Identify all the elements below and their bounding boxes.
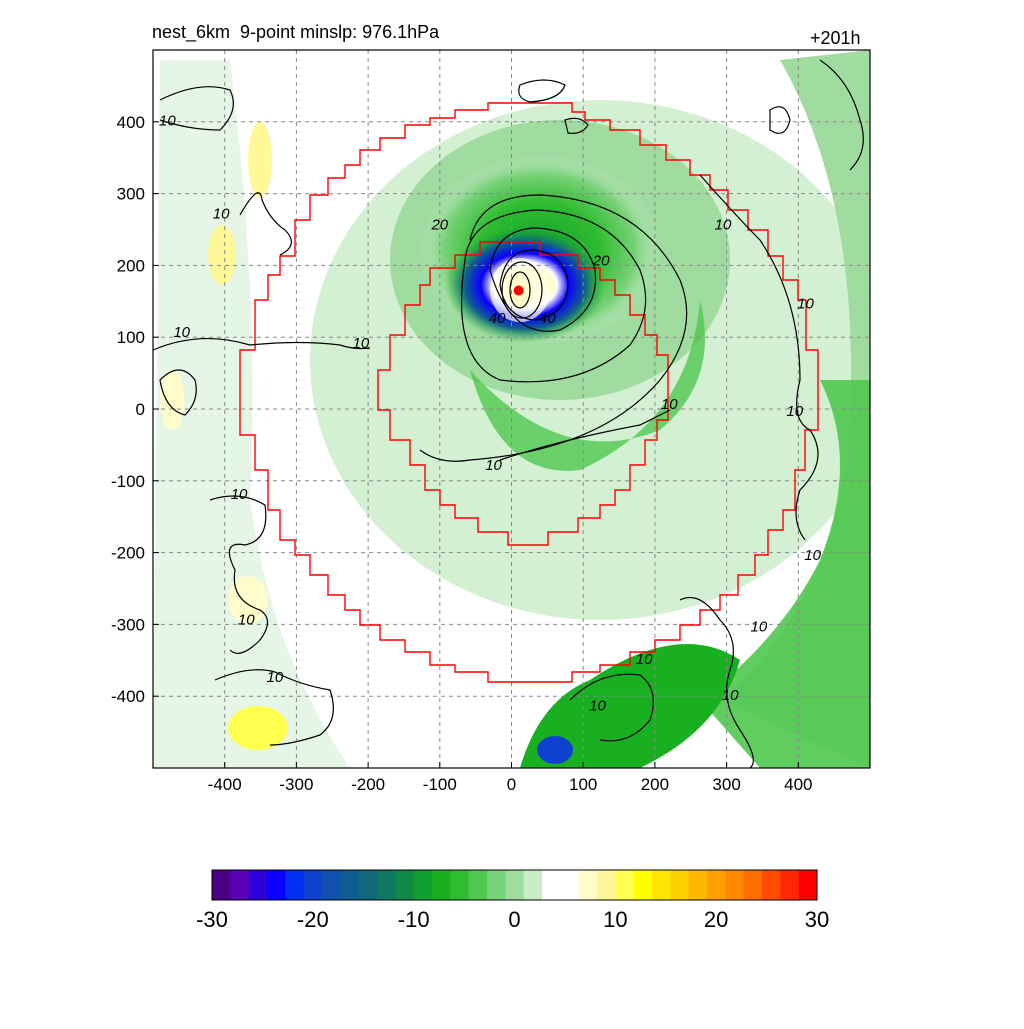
colorbar-frame [211, 869, 818, 901]
contour-labels: 10 10 10 10 20 20 40 40 10 10 10 10 10 10 10 10 10 10 10 10… [159, 112, 822, 714]
colorbar-swatch [340, 870, 360, 900]
y-tick-label: 0 [136, 400, 145, 419]
colorbar-swatch [762, 870, 781, 900]
contour-label: 10 [173, 324, 190, 341]
y-tick-label: -200 [111, 544, 145, 563]
contour-label: 10 [715, 217, 732, 234]
colorbar-swatch [413, 870, 433, 900]
contour-label: 10 [267, 669, 284, 686]
x-tick-label: -200 [351, 775, 385, 794]
colorbar-swatch [798, 870, 818, 900]
x-tick-label: 300 [712, 775, 740, 794]
colorbar-swatch [322, 870, 341, 900]
storm-center-marker [513, 285, 524, 296]
forecast-hour-label: +201h [810, 28, 861, 48]
colorbar-swatch [303, 870, 323, 900]
colorbar-swatch [468, 870, 488, 900]
colorbar-swatch [523, 870, 543, 900]
contour-label: 10 [485, 457, 502, 474]
colorbar-swatch [395, 870, 415, 900]
colorbar-swatch [670, 870, 690, 900]
x-axis: -400 -300 -200 -100 0 100 200 300 400 [208, 762, 812, 794]
colorbar-swatch [487, 870, 506, 900]
y-tick-label: 400 [117, 113, 145, 132]
contour-label: 10 [636, 651, 653, 668]
colorbar-swatch [652, 870, 671, 900]
x-tick-label: -400 [208, 775, 242, 794]
contour-label: 10 [213, 206, 230, 223]
contour-label: 10 [786, 403, 803, 420]
colorbar-tick-label: -10 [398, 907, 430, 932]
x-tick-label: 200 [641, 775, 669, 794]
colorbar-swatch [285, 870, 305, 900]
y-axis: 400 300 200 100 0 -100 -200 -300 -400 [111, 113, 159, 706]
colorbar-swatch [505, 870, 525, 900]
x-tick-label: 100 [569, 775, 597, 794]
y-tick-label: 200 [117, 256, 145, 275]
y-tick-label: -400 [111, 687, 145, 706]
y-tick-label: -100 [111, 472, 145, 491]
y-tick-label: 100 [117, 328, 145, 347]
colorbar-swatch [633, 870, 653, 900]
colorbar-swatch [780, 870, 800, 900]
contour-label: 10 [353, 335, 370, 352]
x-tick-label: -300 [279, 775, 313, 794]
y-tick-label: 300 [117, 185, 145, 204]
colorbar-swatch [725, 870, 745, 900]
colorbar-swatch [688, 870, 708, 900]
colorbar-swatch [542, 870, 561, 900]
colorbar-swatch [248, 870, 268, 900]
colorbar-swatch [743, 870, 763, 900]
contour-label: 10 [238, 611, 255, 628]
colorbar-swatch [432, 870, 451, 900]
x-tick-label: 400 [784, 775, 812, 794]
contour-label: 10 [159, 112, 176, 129]
nest-boundaries [239, 102, 819, 683]
colorbar-swatch [377, 870, 396, 900]
contour-label: 10 [797, 295, 814, 312]
colorbar-tick-label: 0 [508, 907, 520, 932]
contour-label: 20 [592, 252, 610, 269]
plot-title: nest_6km 9-point minslp: 976.1hPa [152, 22, 440, 42]
x-tick-label: 0 [507, 775, 516, 794]
colorbar-swatch [560, 870, 580, 900]
colorbar-tick-label: -20 [297, 907, 329, 932]
colorbar-swatch [230, 870, 250, 900]
contours [153, 59, 864, 768]
contour-label: 10 [661, 396, 678, 413]
contour-label: 40 [489, 310, 506, 327]
contour-label: 10 [751, 619, 768, 636]
contour-label: 20 [430, 217, 448, 234]
contour-label: 10 [804, 547, 821, 564]
colorbar-swatch [597, 870, 616, 900]
colorbar-swatch [212, 870, 231, 900]
colorbar-tick-label: 20 [704, 907, 728, 932]
colorbar-tick-label: -30 [196, 907, 228, 932]
contour-label: 40 [539, 310, 556, 327]
colorbar-tick-label: 10 [603, 907, 627, 932]
contour-label: 10 [589, 698, 606, 715]
colorbar-swatch [450, 870, 470, 900]
colorbar-swatch [615, 870, 635, 900]
colorbar-tick-label: 30 [805, 907, 829, 932]
contour-label: 10 [722, 687, 739, 704]
colorbar-swatch [267, 870, 286, 900]
contour-label: 10 [231, 486, 248, 503]
x-tick-label: -100 [423, 775, 457, 794]
colorbar-swatch [578, 870, 598, 900]
colorbar-swatch [358, 870, 378, 900]
y-tick-label: -300 [111, 615, 145, 634]
colorbar: -30 -20 -10 0 10 20 30 [196, 869, 829, 932]
colorbar-swatch [707, 870, 726, 900]
field-shading [153, 50, 870, 768]
